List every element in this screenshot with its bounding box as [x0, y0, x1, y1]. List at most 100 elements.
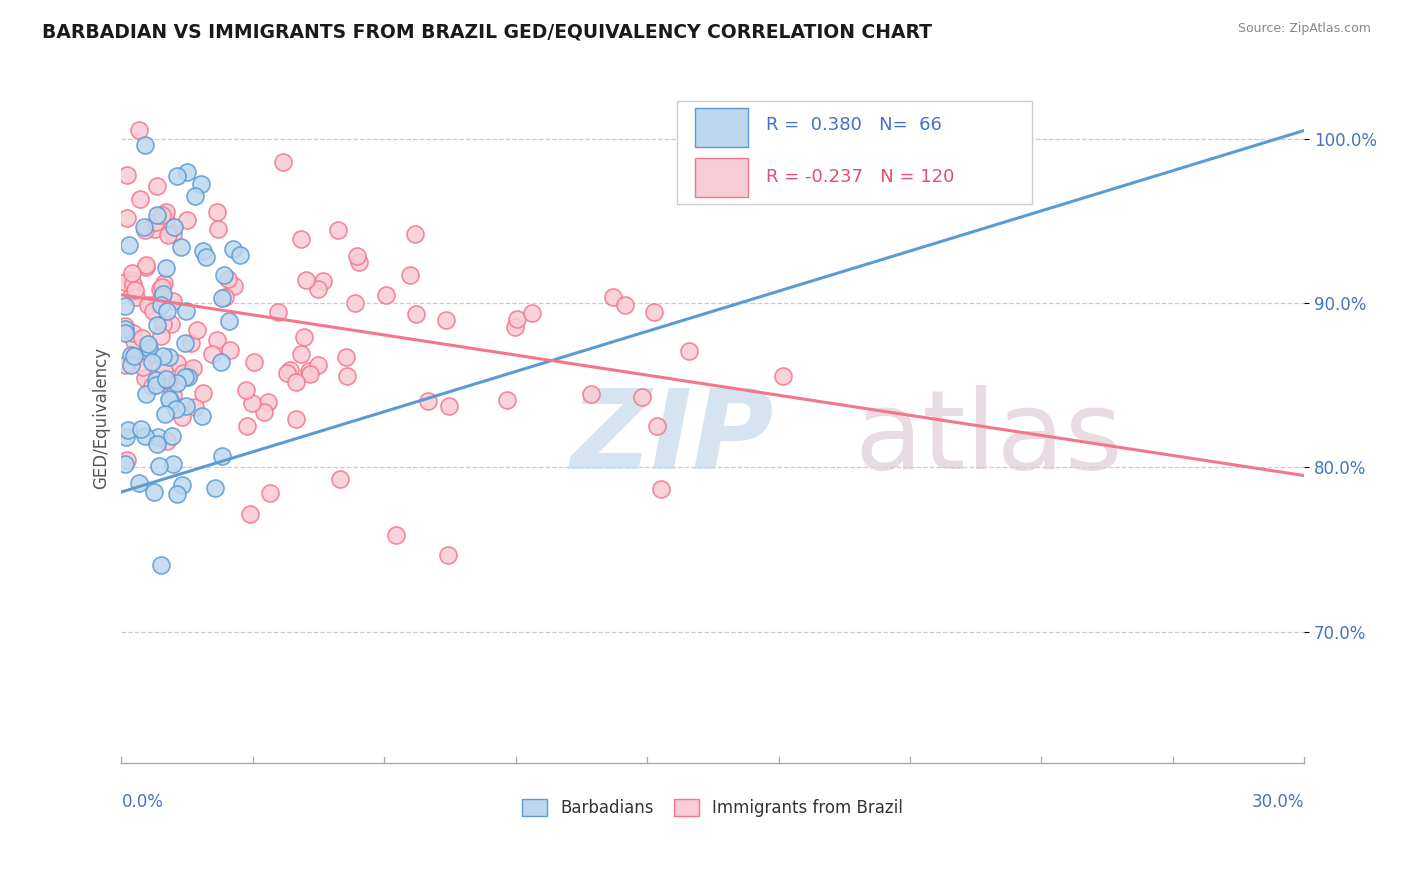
Point [135, 258, 157, 272]
Point [150, 280, 173, 294]
Point [142, 303, 165, 318]
Point [165, 401, 187, 416]
Point [135, 260, 157, 274]
Point [190, 177, 212, 191]
FancyBboxPatch shape [678, 101, 1032, 204]
Point [152, 287, 174, 301]
Point [132, 220, 155, 235]
Point [114, 358, 136, 372]
Point [290, 232, 312, 246]
Text: Source: ZipAtlas.com: Source: ZipAtlas.com [1237, 22, 1371, 36]
Point [191, 409, 214, 423]
Point [204, 481, 226, 495]
Point [115, 430, 138, 444]
Point [121, 277, 143, 292]
Point [437, 400, 460, 414]
Point [149, 282, 172, 296]
Point [278, 363, 301, 377]
Point [128, 192, 150, 206]
Point [155, 372, 177, 386]
Point [122, 349, 145, 363]
Point [134, 371, 156, 385]
Point [180, 336, 202, 351]
Text: R = -0.237   N = 120: R = -0.237 N = 120 [766, 169, 955, 186]
Point [218, 314, 240, 328]
Text: ZIP: ZIP [571, 385, 775, 492]
Point [129, 421, 152, 435]
Point [166, 376, 188, 391]
Point [211, 291, 233, 305]
Point [236, 418, 259, 433]
Point [239, 507, 262, 521]
Point [134, 223, 156, 237]
Point [115, 453, 138, 467]
Point [155, 205, 177, 219]
Point [434, 312, 457, 326]
Point [184, 401, 207, 415]
Point [205, 333, 228, 347]
Point [602, 290, 624, 304]
Point [214, 290, 236, 304]
Point [329, 472, 352, 486]
Point [125, 290, 148, 304]
Point [418, 394, 440, 409]
Point [235, 383, 257, 397]
Point [174, 400, 197, 414]
Point [153, 363, 176, 377]
Point [256, 394, 278, 409]
Point [336, 368, 359, 383]
Point [228, 248, 250, 262]
Point [267, 304, 290, 318]
Point [143, 221, 166, 235]
Point [630, 390, 652, 404]
Point [195, 250, 218, 264]
Point [162, 293, 184, 308]
Point [162, 227, 184, 241]
Point [209, 355, 232, 369]
Point [160, 428, 183, 442]
Point [155, 261, 177, 276]
Point [162, 219, 184, 234]
Point [177, 366, 200, 380]
Point [118, 237, 141, 252]
Point [173, 335, 195, 350]
Point [114, 322, 136, 336]
Point [399, 268, 422, 282]
Point [145, 208, 167, 222]
Point [145, 373, 167, 387]
Point [152, 317, 174, 331]
Point [162, 387, 184, 401]
Point [276, 366, 298, 380]
Text: atlas: atlas [855, 385, 1123, 492]
Point [145, 436, 167, 450]
Point [496, 393, 519, 408]
Point [222, 278, 245, 293]
Point [159, 392, 181, 407]
Point [437, 548, 460, 562]
Point [157, 392, 180, 406]
Point [211, 449, 233, 463]
Point [153, 407, 176, 421]
Point [150, 290, 173, 304]
Point [157, 350, 180, 364]
Point [121, 285, 143, 299]
Point [136, 298, 159, 312]
Point [115, 211, 138, 225]
Point [114, 326, 136, 341]
Text: R =  0.380   N=  66: R = 0.380 N= 66 [766, 117, 942, 135]
Point [645, 418, 668, 433]
Point [160, 317, 183, 331]
Point [150, 297, 173, 311]
Point [207, 222, 229, 236]
Point [271, 154, 294, 169]
Point [298, 364, 321, 378]
Point [121, 266, 143, 280]
Point [214, 268, 236, 282]
Point [176, 370, 198, 384]
Point [307, 282, 329, 296]
Point [136, 337, 159, 351]
Point [505, 319, 527, 334]
Point [131, 331, 153, 345]
Point [222, 242, 245, 256]
Point [143, 484, 166, 499]
